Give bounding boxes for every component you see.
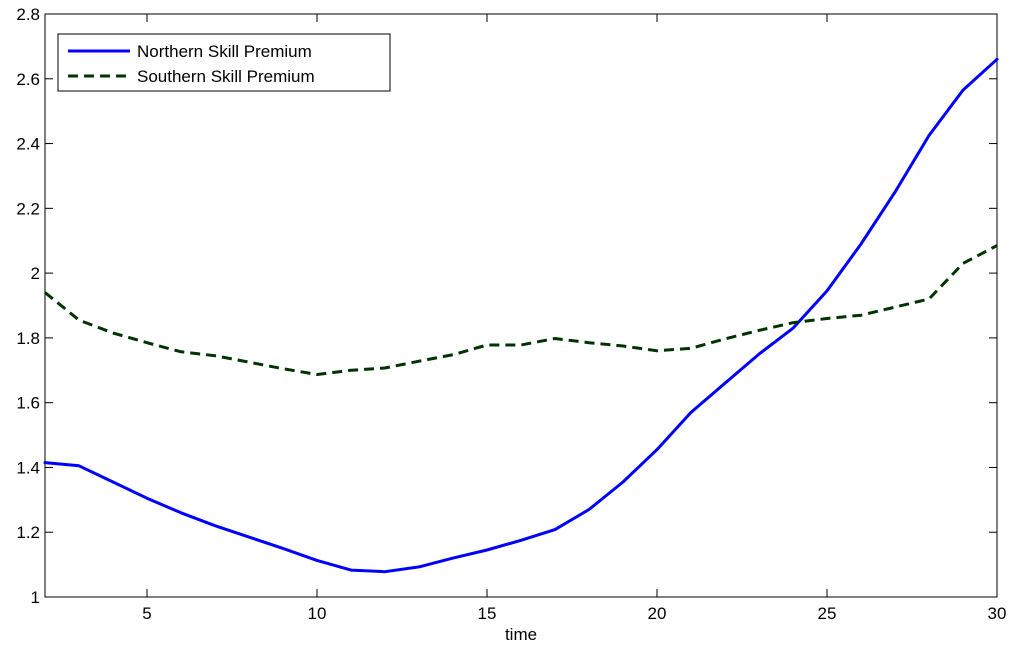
legend-label-northern: Northern Skill Premium: [137, 42, 312, 61]
x-tick-label: 30: [988, 604, 1007, 623]
y-tick-label: 2.4: [16, 135, 40, 154]
y-tick-label: 2.6: [16, 70, 40, 89]
y-tick-label: 1: [31, 588, 40, 607]
legend-box: [57, 33, 391, 92]
x-tick-label: 15: [478, 604, 497, 623]
y-tick-label: 2: [31, 264, 40, 283]
x-axis-title: time: [505, 625, 537, 644]
x-tick-label: 10: [308, 604, 327, 623]
x-tick-label: 5: [142, 604, 151, 623]
y-tick-label: 2.2: [16, 199, 40, 218]
southern-skill-premium-line: [44, 244, 998, 376]
series-lines: [43, 57, 999, 574]
legend: Northern Skill Premium Southern Skill Pr…: [57, 33, 391, 92]
x-tick-label: 20: [648, 604, 667, 623]
y-tick-label: 1.6: [16, 394, 40, 413]
y-tick-label: 1.4: [16, 458, 40, 477]
y-tick-label: 2.8: [16, 5, 40, 24]
x-tick-label: 25: [818, 604, 837, 623]
y-tick-label: 1.2: [16, 523, 40, 542]
northern-skill-premium-line: [43, 57, 999, 574]
plot-area: [44, 13, 998, 598]
axis-ticks: 5 10 15 20 25 30 1 1.2 1.4 1.6 1.8 2 2.2 2.4 2.6 2.8: [16, 5, 1006, 623]
legend-label-southern: Southern Skill Premium: [137, 67, 315, 86]
y-tick-label: 1.8: [16, 329, 40, 348]
